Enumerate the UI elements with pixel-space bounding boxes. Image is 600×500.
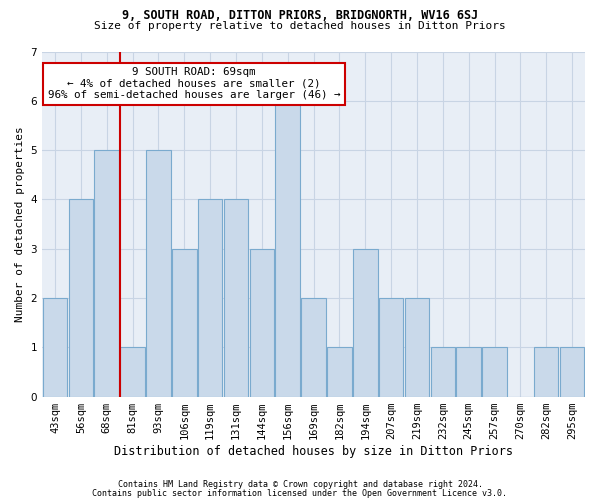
Bar (250, 248, 274, 396)
Bar (198, 200, 223, 396)
Bar (146, 150, 170, 396)
Text: Contains public sector information licensed under the Open Government Licence v3: Contains public sector information licen… (92, 488, 508, 498)
Bar (94, 150, 119, 396)
Bar (275, 101, 300, 396)
Bar (431, 348, 455, 397)
Text: Contains HM Land Registry data © Crown copyright and database right 2024.: Contains HM Land Registry data © Crown c… (118, 480, 482, 489)
Bar (120, 348, 145, 397)
Bar (43, 298, 67, 396)
Bar (482, 348, 507, 397)
Bar (379, 298, 403, 396)
Y-axis label: Number of detached properties: Number of detached properties (15, 126, 25, 322)
Bar (327, 348, 352, 397)
Text: Size of property relative to detached houses in Ditton Priors: Size of property relative to detached ho… (94, 21, 506, 31)
Text: 9, SOUTH ROAD, DITTON PRIORS, BRIDGNORTH, WV16 6SJ: 9, SOUTH ROAD, DITTON PRIORS, BRIDGNORTH… (122, 9, 478, 22)
Bar (404, 298, 429, 396)
Bar (534, 348, 559, 397)
Text: 9 SOUTH ROAD: 69sqm
← 4% of detached houses are smaller (2)
96% of semi-detached: 9 SOUTH ROAD: 69sqm ← 4% of detached hou… (48, 67, 340, 100)
Bar (68, 200, 93, 396)
Bar (560, 348, 584, 397)
Bar (172, 248, 197, 396)
Bar (353, 248, 377, 396)
Bar (301, 298, 326, 396)
X-axis label: Distribution of detached houses by size in Ditton Priors: Distribution of detached houses by size … (114, 444, 513, 458)
Bar (224, 200, 248, 396)
Bar (457, 348, 481, 397)
